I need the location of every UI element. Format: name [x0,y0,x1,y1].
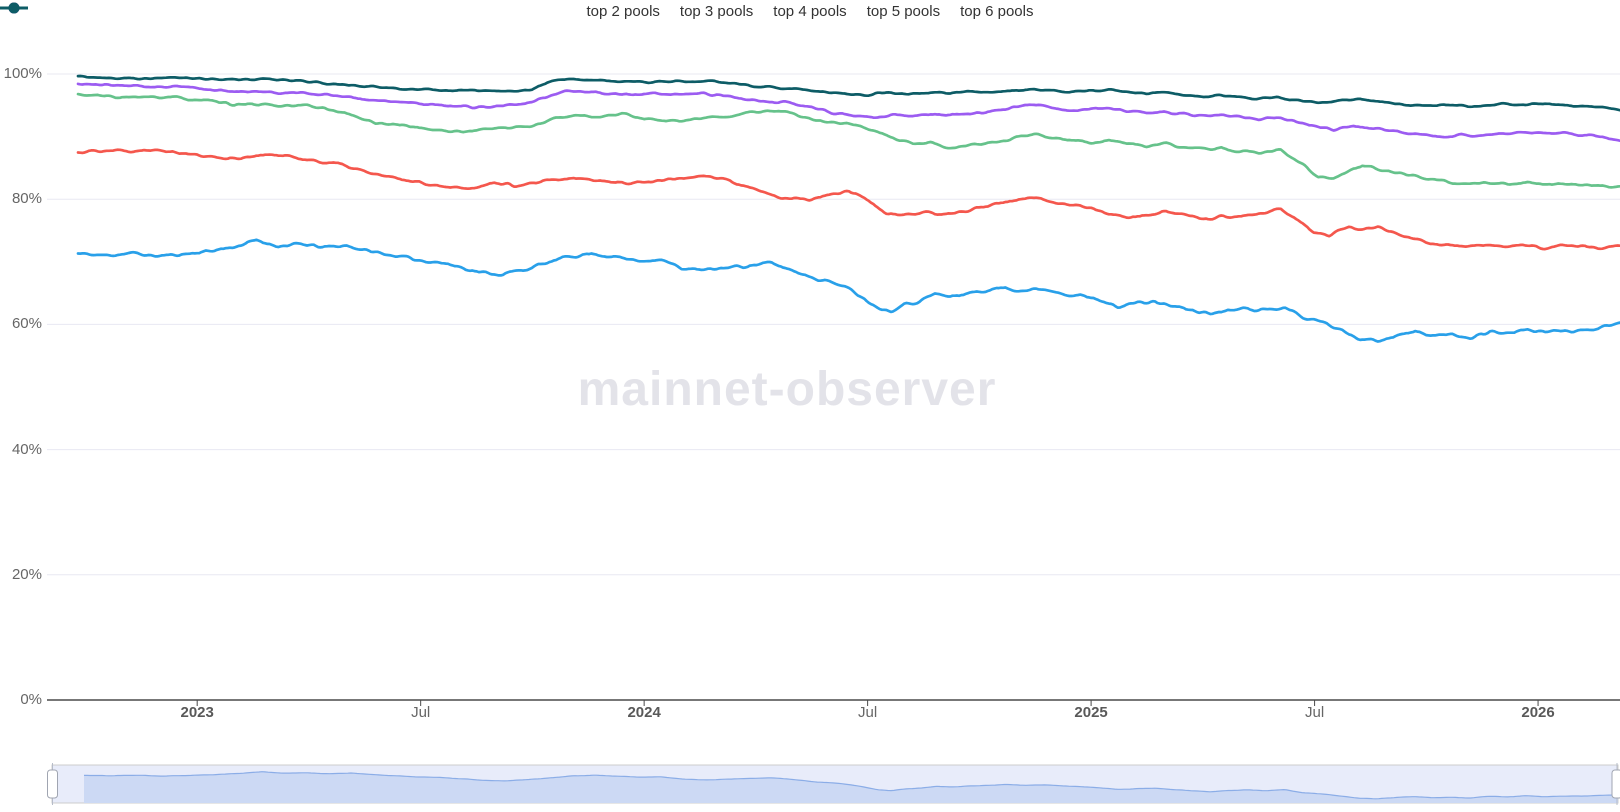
y-axis-label: 80% [11,190,42,208]
x-axis-label: Jul [411,704,431,721]
legend-item-top-6-pools[interactable]: top 6 pools [0,1,1043,22]
y-axis-label: 0% [20,691,42,708]
legend-series-marker-icon [0,2,28,14]
navigator-handle-left[interactable] [47,769,58,799]
legend-label: top 2 pools [586,3,660,20]
series-line-top-6-pools [76,74,1620,112]
x-axis-label: 2025 [1074,704,1108,721]
series-line-top-4-pools [76,92,1620,189]
x-axis-label: Jul [1304,704,1325,721]
legend-label: top 3 pools [679,3,754,20]
x-axis-label: 2024 [627,704,661,721]
series-line-top-5-pools [76,82,1620,143]
navigator-handle-right[interactable] [1611,769,1620,799]
x-axis-label: 2026 [1521,704,1555,721]
y-axis-label: 100% [3,65,42,82]
series-line-top-3-pools [76,148,1620,251]
navigator-series-line [84,771,1619,800]
y-axis-label: 40% [11,440,42,458]
legend-label: top 4 pools [773,3,847,20]
watermark: mainnet-observer [577,363,997,416]
y-axis-label: 20% [11,565,42,583]
chart-legend: top 2 pools top 3 pools top 4 pools top 5 p… [0,1,1620,22]
legend-label: top 5 pools [866,3,941,20]
x-axis-label: 2023 [180,704,214,721]
series-line-top-2-pools [76,238,1620,343]
y-axis-label: 60% [11,315,42,333]
x-axis-label: Jul [858,704,878,721]
legend-label: top 6 pools [960,3,1034,20]
